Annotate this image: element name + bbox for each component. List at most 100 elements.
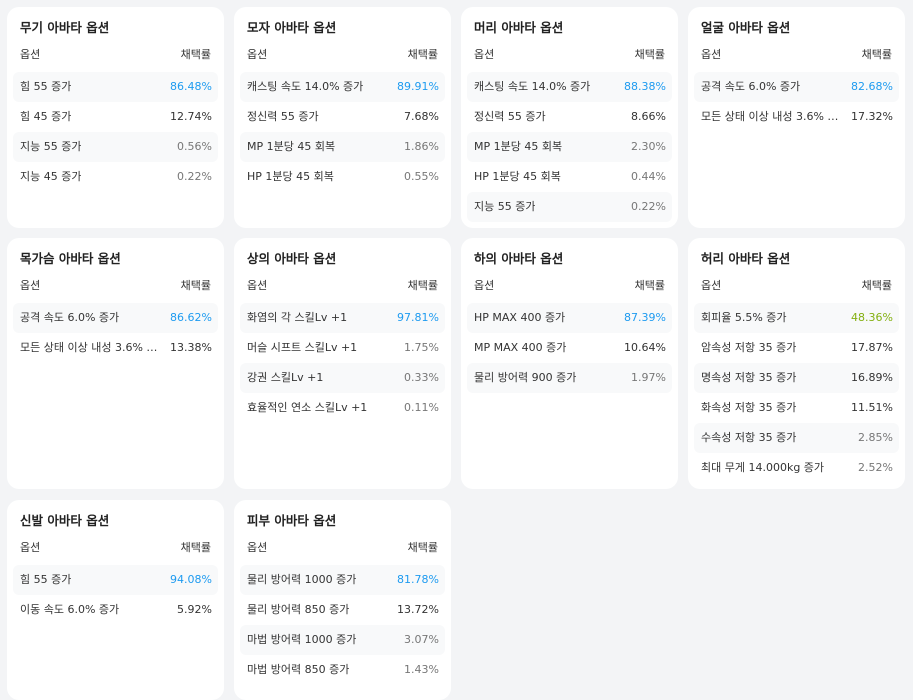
option-name: 정신력 55 증가 (474, 110, 546, 123)
avatar-option-card: 무기 아바타 옵션 옵션 채택률 힘 55 증가 86.48% 힘 45 증가 12.7… (7, 7, 224, 228)
header-rate: 채택률 (861, 48, 892, 61)
option-name: 모든 상태 이상 내성 3.6% 증가 (20, 341, 160, 354)
table-header: 옵션 채택률 (700, 271, 893, 301)
header-option: 옵션 (701, 279, 722, 292)
option-name: MP 1분당 45 회복 (247, 140, 336, 153)
header-rate: 채택률 (407, 541, 438, 554)
table-row: 물리 방어력 850 증가 13.72% (246, 595, 439, 625)
card-title: 신발 아바타 옵션 (20, 513, 110, 528)
table-header: 옵션 채택률 (700, 40, 893, 70)
option-rate: 0.22% (631, 200, 666, 213)
table-row: 최대 무게 14.000kg 증가 2.52% (700, 453, 893, 483)
table-row: 지능 55 증가 0.22% (467, 192, 672, 222)
card-title: 모자 아바타 옵션 (247, 20, 337, 35)
option-name: 힘 55 증가 (20, 80, 72, 93)
table-row: 공격 속도 6.0% 증가 86.62% (13, 303, 218, 333)
avatar-option-card: 머리 아바타 옵션 옵션 채택률 캐스팅 속도 14.0% 증가 88.38% 정신력… (461, 7, 678, 228)
header-option: 옵션 (20, 48, 41, 61)
option-rate: 97.81% (397, 311, 439, 324)
option-name: 수속성 저항 35 증가 (701, 431, 797, 444)
table-header: 옵션 채택률 (246, 40, 439, 70)
card-title: 무기 아바타 옵션 (20, 20, 110, 35)
table-row: 명속성 저항 35 증가 16.89% (694, 363, 899, 393)
option-rate: 86.62% (170, 311, 212, 324)
option-name: 화염의 각 스킬Lv +1 (247, 311, 348, 324)
option-rate: 1.86% (404, 140, 439, 153)
option-rate: 17.32% (851, 110, 893, 123)
header-option: 옵션 (247, 541, 268, 554)
option-name: HP 1분당 45 회복 (474, 170, 561, 183)
option-rate: 0.33% (404, 371, 439, 384)
option-name: 강권 스킬Lv +1 (247, 371, 324, 384)
table-row: 정신력 55 증가 7.68% (246, 102, 439, 132)
option-rate: 0.55% (404, 170, 439, 183)
option-rate: 81.78% (397, 573, 439, 586)
header-rate: 채택률 (180, 279, 211, 292)
table-row: MP MAX 400 증가 10.64% (473, 333, 666, 363)
option-name: 지능 55 증가 (474, 200, 536, 213)
table-header: 옵션 채택률 (19, 533, 212, 563)
table-row: 효율적인 연소 스킬Lv +1 0.11% (246, 393, 439, 423)
option-rate: 17.87% (851, 341, 893, 354)
option-rate: 13.38% (170, 341, 212, 354)
option-rate: 0.56% (177, 140, 212, 153)
option-name: MP MAX 400 증가 (474, 341, 567, 354)
table-row: HP 1분당 45 회복 0.44% (473, 162, 666, 192)
table-row: 마법 방어력 1000 증가 3.07% (240, 625, 445, 655)
table-header: 옵션 채택률 (246, 271, 439, 301)
option-rate: 86.48% (170, 80, 212, 93)
card-title: 상의 아바타 옵션 (247, 251, 337, 266)
option-name: MP 1분당 45 회복 (474, 140, 563, 153)
table-row: 공격 속도 6.0% 증가 82.68% (694, 72, 899, 102)
option-name: HP MAX 400 증가 (474, 311, 566, 324)
table-header: 옵션 채택률 (19, 40, 212, 70)
option-name: 정신력 55 증가 (247, 110, 319, 123)
table-row: HP 1분당 45 회복 0.55% (246, 162, 439, 192)
table-row: 수속성 저항 35 증가 2.85% (694, 423, 899, 453)
avatar-option-card: 모자 아바타 옵션 옵션 채택률 캐스팅 속도 14.0% 증가 89.91% 정신력… (234, 7, 451, 228)
card-title: 얼굴 아바타 옵션 (701, 20, 791, 35)
option-name: 명속성 저항 35 증가 (701, 371, 797, 384)
table-row: 화염의 각 스킬Lv +1 97.81% (240, 303, 445, 333)
option-rate: 0.22% (177, 170, 212, 183)
option-name: 물리 방어력 900 증가 (474, 371, 577, 384)
option-name: HP 1분당 45 회복 (247, 170, 334, 183)
option-rate: 13.72% (397, 603, 439, 616)
option-rate: 1.43% (404, 663, 439, 676)
header-rate: 채택률 (861, 279, 892, 292)
option-name: 지능 55 증가 (20, 140, 82, 153)
avatar-option-card: 목가슴 아바타 옵션 옵션 채택률 공격 속도 6.0% 증가 86.62% 모든 상… (7, 238, 224, 489)
option-name: 캐스팅 속도 14.0% 증가 (247, 80, 364, 93)
option-name: 암속성 저항 35 증가 (701, 341, 797, 354)
option-name: 이동 속도 6.0% 증가 (20, 603, 120, 616)
avatar-option-card: 하의 아바타 옵션 옵션 채택률 HP MAX 400 증가 87.39% MP MA… (461, 238, 678, 489)
option-rate: 11.51% (851, 401, 893, 414)
table-row: 물리 방어력 1000 증가 81.78% (240, 565, 445, 595)
option-rate: 10.64% (624, 341, 666, 354)
card-title: 하의 아바타 옵션 (474, 251, 564, 266)
header-rate: 채택률 (407, 48, 438, 61)
header-option: 옵션 (474, 48, 495, 61)
option-name: 힘 55 증가 (20, 573, 72, 586)
card-title: 피부 아바타 옵션 (247, 513, 337, 528)
option-rate: 1.97% (631, 371, 666, 384)
table-row: 정신력 55 증가 8.66% (473, 102, 666, 132)
table-header: 옵션 채택률 (246, 533, 439, 563)
option-name: 마법 방어력 850 증가 (247, 663, 350, 676)
table-row: 강권 스킬Lv +1 0.33% (240, 363, 445, 393)
table-row: MP 1분당 45 회복 1.86% (240, 132, 445, 162)
card-title: 목가슴 아바타 옵션 (20, 251, 121, 266)
card-title: 머리 아바타 옵션 (474, 20, 564, 35)
table-row: 마법 방어력 850 증가 1.43% (246, 655, 439, 685)
avatar-option-card: 얼굴 아바타 옵션 옵션 채택률 공격 속도 6.0% 증가 82.68% 모든 상태… (688, 7, 905, 228)
table-row: 이동 속도 6.0% 증가 5.92% (19, 595, 212, 625)
option-rate: 2.30% (631, 140, 666, 153)
table-row: 모든 상태 이상 내성 3.6% 증가 17.32% (700, 102, 893, 132)
header-option: 옵션 (701, 48, 722, 61)
option-name: 화속성 저항 35 증가 (701, 401, 797, 414)
option-rate: 0.11% (404, 401, 439, 414)
option-name: 물리 방어력 850 증가 (247, 603, 350, 616)
table-row: 힘 55 증가 86.48% (13, 72, 218, 102)
option-rate: 88.38% (624, 80, 666, 93)
option-rate: 2.85% (858, 431, 893, 444)
